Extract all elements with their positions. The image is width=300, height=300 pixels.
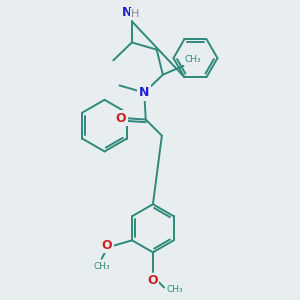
Text: CH₃: CH₃ — [93, 262, 110, 271]
Text: CH₃: CH₃ — [167, 284, 183, 293]
Text: O: O — [148, 274, 158, 287]
Text: H: H — [130, 9, 139, 19]
Text: O: O — [102, 239, 112, 252]
Text: CH₃: CH₃ — [185, 56, 202, 64]
Text: N: N — [122, 6, 132, 19]
Text: O: O — [116, 112, 126, 124]
Text: N: N — [139, 86, 149, 99]
